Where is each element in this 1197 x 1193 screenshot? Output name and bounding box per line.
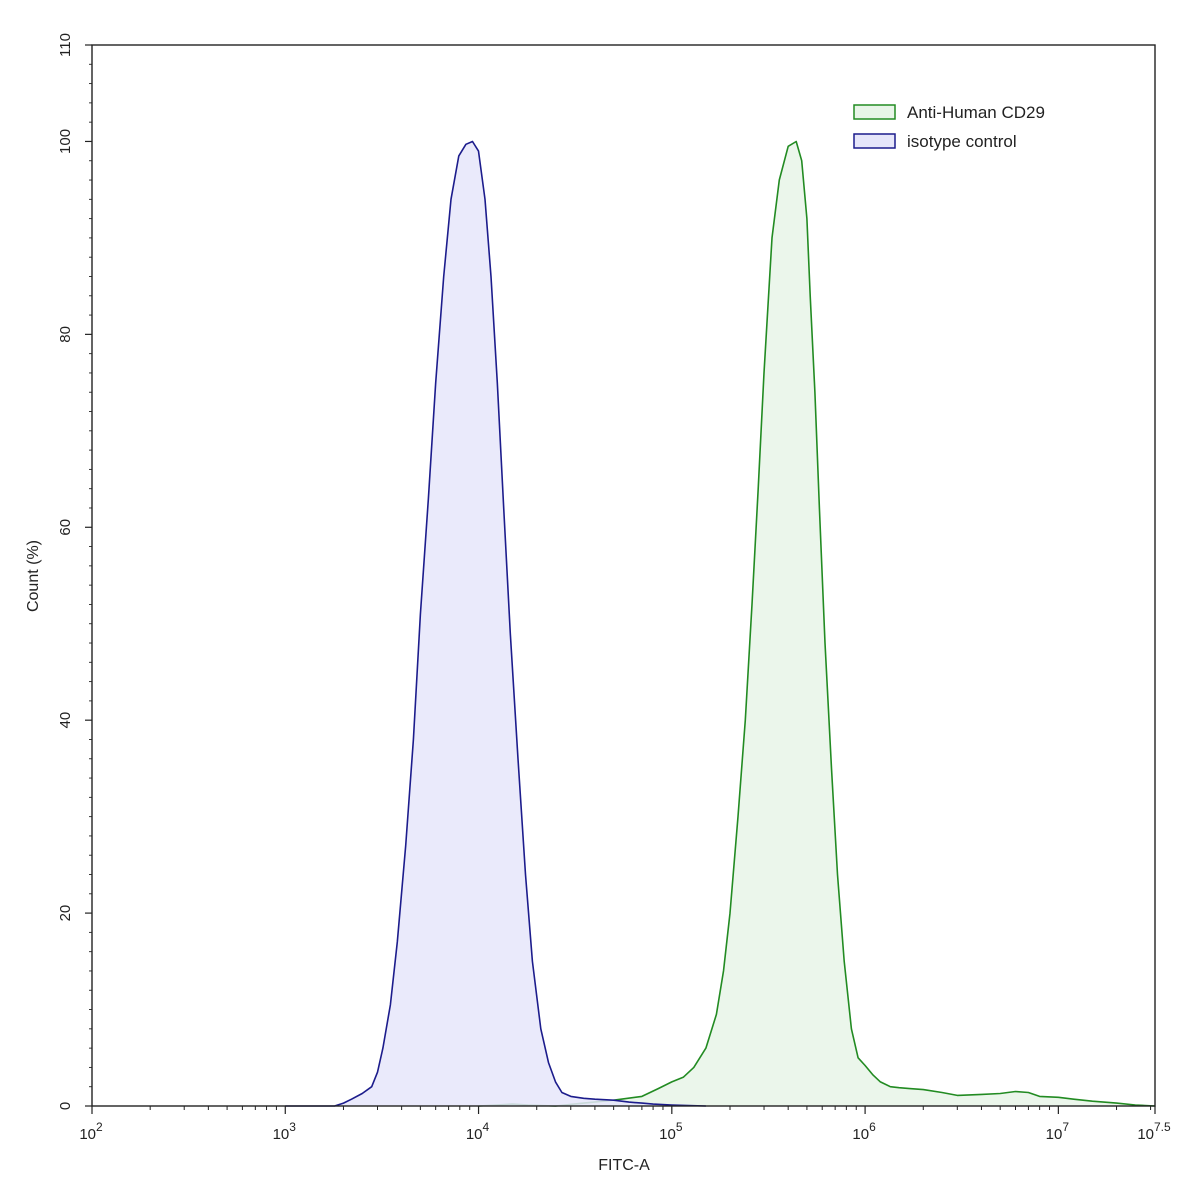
- y-tick-label: 100: [57, 129, 74, 154]
- legend: Anti-Human CD29 isotype control: [853, 103, 1045, 151]
- x-tick-base: 10: [659, 1126, 676, 1143]
- series-fill-1: [285, 141, 706, 1106]
- series-line-1: [285, 140, 706, 1107]
- x-tick-base: 10: [466, 1126, 483, 1143]
- x-tick-label: 104: [466, 1120, 490, 1143]
- y-tick-label: 80: [57, 326, 74, 343]
- x-tick-base: 10: [79, 1126, 96, 1143]
- plot-frame: [91, 44, 1156, 1107]
- y-tick-label: 20: [57, 905, 74, 922]
- series-line-0: [478, 140, 1156, 1107]
- x-tick-base: 10: [273, 1126, 290, 1143]
- y-axis: 0 20 40 60 80 100 110: [57, 33, 92, 1110]
- legend-label-1: isotype control: [907, 132, 1017, 151]
- x-tick-label: 105: [659, 1120, 683, 1143]
- x-tick-label: 102: [79, 1120, 103, 1143]
- y-tick-label: 60: [57, 519, 74, 536]
- y-tick-label: 40: [57, 712, 74, 729]
- legend-swatch-0: [853, 104, 896, 120]
- x-tick-base: 10: [1137, 1126, 1154, 1143]
- series-fill-0: [478, 141, 1155, 1106]
- x-tick-label: 103: [273, 1120, 297, 1143]
- x-tick-exponent: 6: [869, 1120, 876, 1134]
- x-tick-exponent: 4: [483, 1120, 490, 1134]
- legend-label-0: Anti-Human CD29: [907, 103, 1045, 122]
- legend-swatch-1: [853, 133, 896, 149]
- x-tick-label: 107.5: [1137, 1120, 1171, 1143]
- x-axis-title: FITC-A: [598, 1157, 650, 1174]
- y-tick-label: 110: [57, 33, 74, 57]
- y-tick-label: 0: [57, 1102, 74, 1110]
- x-tick-label: 107: [1046, 1120, 1070, 1143]
- x-tick-exponent: 5: [676, 1120, 683, 1134]
- x-tick-exponent: 2: [96, 1120, 103, 1134]
- x-tick-exponent: 3: [289, 1120, 296, 1134]
- x-tick-base: 10: [1046, 1126, 1063, 1143]
- y-axis-title: Count (%): [25, 540, 42, 612]
- series-layer: [285, 140, 1156, 1107]
- x-tick-label: 106: [852, 1120, 876, 1143]
- x-tick-base: 10: [852, 1126, 869, 1143]
- x-tick-exponent: 7.5: [1154, 1120, 1171, 1134]
- x-axis: 102 103 104 105 106 107 107.5: [79, 1106, 1171, 1143]
- x-tick-exponent: 7: [1062, 1120, 1069, 1134]
